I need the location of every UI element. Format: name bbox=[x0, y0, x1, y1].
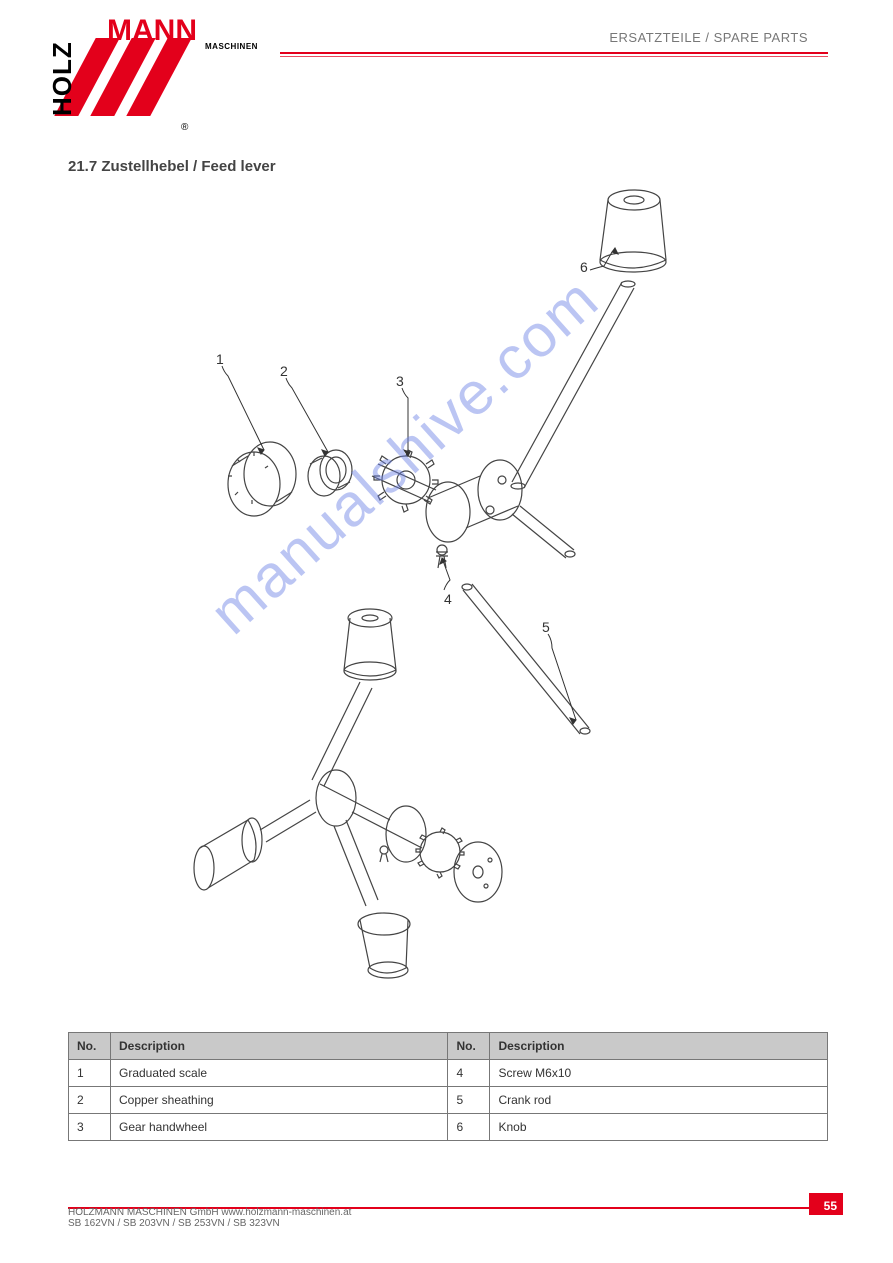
footer-text: HOLZMANN MASCHINEN GmbH www.holzmann-mas… bbox=[68, 1207, 351, 1229]
cell-desc: Copper sheathing bbox=[110, 1087, 448, 1114]
th-desc: Description bbox=[110, 1033, 448, 1060]
th-desc2: Description bbox=[490, 1033, 828, 1060]
cell-no: 6 bbox=[448, 1114, 490, 1141]
logo-text-maschinen: MASCHINEN bbox=[205, 42, 258, 51]
part-rod-upper bbox=[511, 281, 635, 489]
part-screw-4 bbox=[436, 545, 448, 568]
logo-text-mann: MANN bbox=[107, 14, 197, 48]
brand-logo: HOLZ MANN MASCHINEN ® bbox=[65, 20, 185, 120]
cell-desc: Screw M6x10 bbox=[490, 1060, 828, 1087]
cell-desc: Graduated scale bbox=[110, 1060, 448, 1087]
th-no: No. bbox=[69, 1033, 111, 1060]
table-row: 2 Copper sheathing 5 Crank rod bbox=[69, 1087, 828, 1114]
exploded-view-diagram: 1 2 3 4 5 6 bbox=[160, 180, 730, 1010]
part-hub bbox=[426, 460, 522, 542]
cell-desc: Crank rod bbox=[490, 1087, 828, 1114]
callout-2: 2 bbox=[280, 363, 288, 379]
callout-numbers: 1 2 3 4 5 6 bbox=[216, 259, 588, 635]
part-sheathing-2 bbox=[308, 450, 352, 496]
cell-no: 3 bbox=[69, 1114, 111, 1141]
callout-3: 3 bbox=[396, 373, 404, 389]
logo-text-holz: HOLZ bbox=[47, 41, 78, 116]
cell-no: 5 bbox=[448, 1087, 490, 1114]
assembled-view bbox=[194, 609, 502, 978]
cell-no: 4 bbox=[448, 1060, 490, 1087]
callout-1: 1 bbox=[216, 351, 224, 367]
th-no2: No. bbox=[448, 1033, 490, 1060]
part-rod-stub bbox=[512, 506, 575, 558]
table-row: 3 Gear handwheel 6 Knob bbox=[69, 1114, 828, 1141]
parts-table: No. Description No. Description 1 Gradua… bbox=[68, 1032, 828, 1141]
part-knob-6 bbox=[600, 190, 666, 272]
page-number: 55 bbox=[824, 1199, 837, 1213]
cell-desc: Knob bbox=[490, 1114, 828, 1141]
callout-5: 5 bbox=[542, 619, 550, 635]
logo-registered: ® bbox=[181, 122, 188, 133]
callout-leaders bbox=[222, 248, 618, 724]
table-header-row: No. Description No. Description bbox=[69, 1033, 828, 1060]
section-heading: 21.7 Zustellhebel / Feed lever bbox=[68, 158, 276, 175]
callout-4: 4 bbox=[444, 591, 452, 607]
cell-no: 1 bbox=[69, 1060, 111, 1087]
cell-desc: Gear handwheel bbox=[110, 1114, 448, 1141]
cell-no: 2 bbox=[69, 1087, 111, 1114]
callout-6: 6 bbox=[580, 259, 588, 275]
part-rod-5 bbox=[462, 584, 590, 734]
page-header: ERSATZTEILE / SPARE PARTS bbox=[300, 30, 808, 45]
table-row: 1 Graduated scale 4 Screw M6x10 bbox=[69, 1060, 828, 1087]
header-rule-thin bbox=[280, 56, 828, 57]
header-rule bbox=[280, 52, 828, 54]
logo-stripes bbox=[65, 38, 185, 116]
